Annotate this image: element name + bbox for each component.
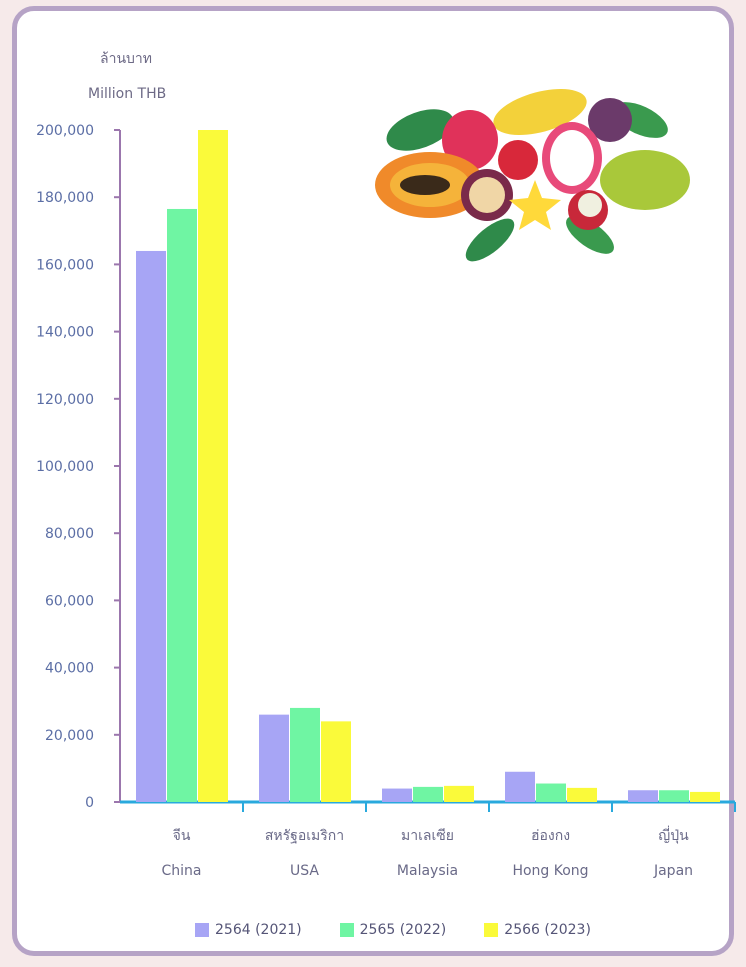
x-tick-label-thai: จีน — [173, 828, 191, 844]
legend-label-2021: 2564 (2021) — [215, 922, 302, 938]
x-tick-label-english: China — [162, 863, 202, 879]
legend: 2564 (2021) 2565 (2022) 2566 (2023) — [195, 922, 591, 938]
y-unit-english: Million THB — [88, 86, 167, 102]
y-tick-label: 80,000 — [45, 526, 94, 542]
bar — [198, 130, 228, 802]
x-tick-label-english: USA — [290, 863, 319, 879]
x-tick-label-thai: ญี่ปุ่น — [658, 826, 689, 844]
legend-item-2022: 2565 (2022) — [339, 922, 447, 938]
legend-label-2022: 2565 (2022) — [359, 922, 447, 938]
bar — [567, 787, 597, 802]
bar — [659, 790, 689, 802]
legend-item-2023: 2566 (2023) — [484, 922, 591, 938]
y-tick-label: 120,000 — [36, 392, 94, 408]
bar — [259, 714, 289, 802]
legend-swatch-2021 — [195, 923, 209, 937]
y-tick-label: 180,000 — [36, 190, 94, 206]
bar — [536, 783, 566, 802]
y-tick-label: 40,000 — [45, 661, 94, 677]
bar — [167, 208, 197, 802]
x-tick-label-thai: สหรัฐอเมริกา — [265, 828, 344, 844]
y-tick-label: 60,000 — [45, 593, 94, 609]
y-tick-label: 20,000 — [45, 728, 94, 744]
y-tick-label: 160,000 — [36, 257, 94, 273]
x-tick-label-thai: มาเลเซีย — [401, 828, 454, 844]
x-tick-label-english: Japan — [653, 863, 693, 879]
tropical-fruit-illustration — [375, 89, 690, 262]
bar — [628, 790, 658, 802]
legend-swatch-2022 — [339, 923, 354, 937]
bar — [290, 707, 320, 802]
x-tick-label-thai: ฮ่องกง — [531, 828, 570, 844]
y-unit-thai: ล้านบาท — [100, 51, 152, 67]
y-tick-label: 0 — [85, 795, 94, 811]
bar — [136, 250, 166, 802]
bar — [321, 721, 351, 802]
bar — [505, 771, 535, 802]
bar — [690, 791, 720, 802]
y-tick-label: 100,000 — [36, 459, 94, 475]
bar — [382, 788, 412, 802]
bar — [413, 786, 443, 802]
y-tick-label: 140,000 — [36, 325, 94, 341]
y-tick-label: 200,000 — [36, 123, 94, 139]
x-tick-label-english: Malaysia — [397, 863, 458, 879]
bar — [444, 785, 474, 802]
legend-item-2021: 2564 (2021) — [195, 922, 302, 938]
legend-label-2023: 2566 (2023) — [504, 922, 591, 938]
legend-swatch-2023 — [484, 923, 499, 937]
x-tick-label-english: Hong Kong — [512, 863, 588, 879]
